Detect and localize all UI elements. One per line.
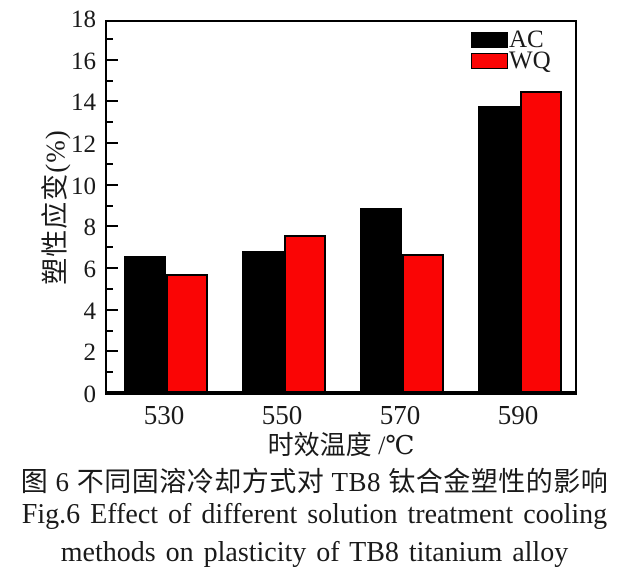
bar-WQ-550 bbox=[284, 235, 326, 391]
bar-AC-550 bbox=[242, 251, 284, 391]
y-minor-tick bbox=[107, 121, 113, 124]
y-minor-tick bbox=[107, 37, 113, 40]
legend-swatch-AC bbox=[471, 32, 508, 48]
bar-WQ-570 bbox=[402, 254, 444, 391]
y-tick-label: 6 bbox=[83, 256, 97, 283]
x-tick-label-550: 550 bbox=[261, 400, 303, 430]
y-tick-label: 14 bbox=[71, 89, 96, 117]
y-major-tick bbox=[107, 225, 118, 228]
bar-WQ-530 bbox=[166, 274, 208, 391]
y-tick-label: 8 bbox=[83, 214, 97, 242]
y-tick-label: 0 bbox=[83, 381, 97, 408]
y-tick-label: 16 bbox=[71, 47, 96, 75]
y-minor-tick bbox=[107, 162, 113, 165]
caption-english-line1: Fig.6 Effect of different solution treat… bbox=[21, 499, 608, 530]
y-minor-tick bbox=[107, 329, 113, 332]
caption-chinese: 图 6 不同固溶冷却方式对 TB8 钛合金塑性的影响 bbox=[20, 467, 609, 497]
legend-item-AC: AC bbox=[471, 26, 551, 53]
x-tick-label-590: 590 bbox=[497, 400, 539, 430]
legend-label-WQ: WQ bbox=[509, 47, 551, 74]
legend-swatch-WQ bbox=[471, 53, 508, 69]
y-major-tick bbox=[107, 142, 118, 144]
y-tick-label: 18 bbox=[71, 6, 96, 33]
y-major-tick bbox=[107, 308, 118, 311]
y-minor-tick bbox=[107, 371, 113, 374]
y-major-tick bbox=[107, 267, 118, 269]
y-tick-label: 10 bbox=[71, 172, 96, 200]
y-minor-tick bbox=[107, 204, 113, 207]
plot-frame: AC WQ bbox=[105, 20, 577, 395]
legend: AC WQ bbox=[471, 26, 551, 74]
y-tick-label: 4 bbox=[83, 297, 97, 325]
x-tick-label-530: 530 bbox=[143, 400, 185, 430]
legend-item-WQ: WQ bbox=[471, 47, 551, 74]
bar-WQ-590 bbox=[520, 91, 562, 391]
y-minor-tick bbox=[107, 246, 113, 249]
y-minor-tick bbox=[107, 79, 113, 82]
y-minor-tick bbox=[107, 287, 113, 290]
y-major-tick bbox=[107, 58, 118, 61]
bar-AC-570 bbox=[360, 208, 402, 391]
y-tick-label: 12 bbox=[71, 131, 96, 158]
bar-AC-590 bbox=[478, 106, 520, 391]
y-major-tick bbox=[107, 183, 118, 186]
bar-AC-530 bbox=[124, 256, 166, 391]
x-tick-label-570: 570 bbox=[379, 400, 421, 430]
y-major-tick bbox=[107, 100, 118, 103]
caption-english-line2: methods on plasticity of TB8 titanium al… bbox=[60, 537, 569, 568]
y-tick-label: 2 bbox=[83, 339, 97, 367]
y-major-tick bbox=[107, 350, 118, 353]
legend-label-AC: AC bbox=[509, 26, 544, 53]
x-axis-title: 时效温度 /℃ bbox=[267, 431, 415, 460]
